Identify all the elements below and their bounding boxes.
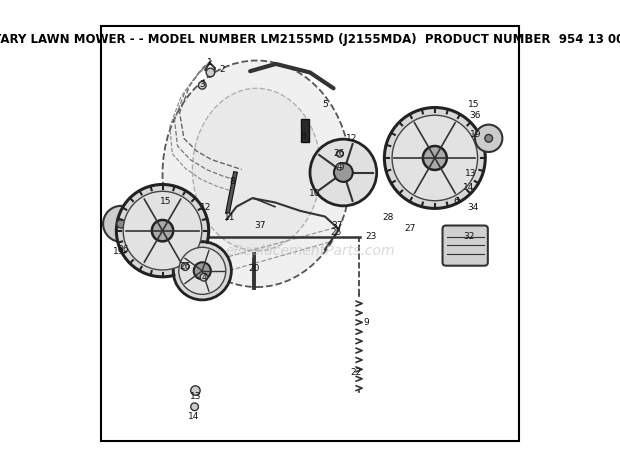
Circle shape — [179, 247, 226, 294]
Text: 19: 19 — [113, 247, 124, 256]
Text: 4: 4 — [336, 162, 342, 170]
Circle shape — [475, 125, 502, 152]
Circle shape — [485, 134, 492, 142]
Text: 13: 13 — [466, 169, 477, 178]
Circle shape — [384, 107, 485, 208]
Text: 5: 5 — [322, 100, 328, 109]
Ellipse shape — [192, 88, 321, 251]
Circle shape — [123, 191, 202, 270]
Text: 27: 27 — [404, 224, 415, 232]
Text: 20: 20 — [248, 264, 259, 273]
Circle shape — [337, 163, 343, 170]
Text: eReplacementParts.com: eReplacementParts.com — [225, 244, 395, 258]
Text: 26: 26 — [334, 149, 345, 158]
Text: 1: 1 — [207, 58, 213, 67]
Text: 12: 12 — [200, 203, 212, 213]
Text: 12: 12 — [346, 134, 357, 143]
Text: 3: 3 — [200, 81, 205, 89]
Circle shape — [334, 163, 353, 182]
Text: 8: 8 — [300, 131, 306, 141]
Text: 6: 6 — [453, 197, 459, 206]
Bar — [301, 119, 309, 142]
Circle shape — [117, 184, 209, 277]
Text: 8: 8 — [229, 176, 235, 186]
Text: 9: 9 — [363, 318, 370, 326]
Text: 2: 2 — [219, 65, 225, 75]
Circle shape — [337, 150, 343, 157]
Text: 4: 4 — [201, 273, 207, 282]
Text: 23: 23 — [365, 232, 377, 241]
Text: 15: 15 — [160, 197, 171, 206]
Text: 15: 15 — [467, 100, 479, 109]
Text: 22: 22 — [350, 368, 361, 377]
Circle shape — [181, 263, 189, 270]
Text: 10: 10 — [309, 189, 320, 198]
Circle shape — [200, 273, 208, 281]
Circle shape — [173, 242, 231, 300]
Circle shape — [191, 386, 200, 395]
Circle shape — [103, 206, 139, 242]
Text: 34: 34 — [467, 203, 479, 213]
FancyBboxPatch shape — [443, 225, 488, 266]
Text: 28: 28 — [382, 213, 394, 222]
Text: 25: 25 — [331, 228, 342, 237]
Text: 14: 14 — [463, 183, 475, 192]
Ellipse shape — [162, 61, 351, 287]
Circle shape — [191, 403, 198, 411]
Circle shape — [117, 219, 125, 228]
Circle shape — [152, 220, 173, 241]
Circle shape — [310, 139, 377, 206]
Text: 13: 13 — [190, 393, 201, 401]
Text: 14: 14 — [188, 412, 199, 421]
Text: 36: 36 — [470, 111, 481, 120]
Text: 37: 37 — [254, 221, 265, 231]
Text: 32: 32 — [463, 232, 475, 241]
Text: ROTARY LAWN MOWER - - MODEL NUMBER LM2155MD (J2155MDA)  PRODUCT NUMBER  954 13 0: ROTARY LAWN MOWER - - MODEL NUMBER LM215… — [0, 33, 620, 46]
Circle shape — [206, 68, 215, 77]
Circle shape — [198, 81, 206, 89]
Text: 36: 36 — [117, 245, 129, 254]
Circle shape — [193, 262, 211, 279]
Text: 26: 26 — [179, 262, 190, 271]
Text: 19: 19 — [470, 131, 481, 139]
Text: 37: 37 — [331, 221, 343, 231]
Text: 11: 11 — [224, 213, 236, 222]
Circle shape — [423, 146, 447, 170]
Circle shape — [392, 115, 477, 201]
